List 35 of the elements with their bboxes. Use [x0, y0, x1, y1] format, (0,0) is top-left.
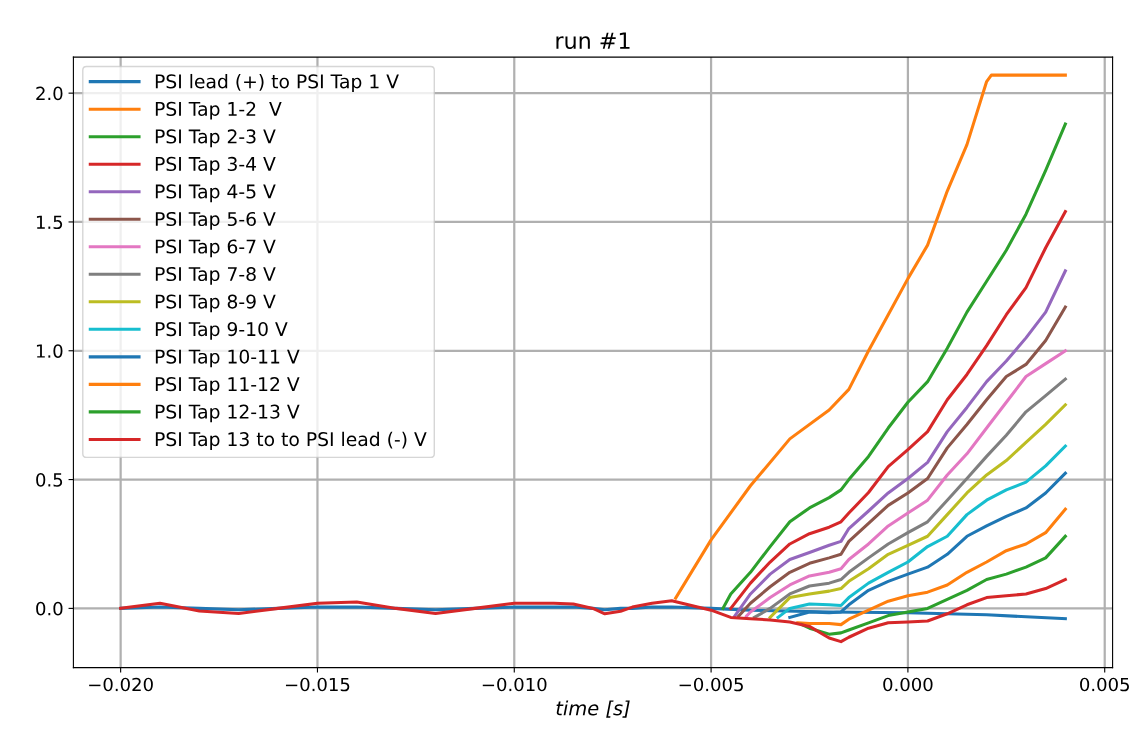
legend-label: PSI Tap 1-2 V	[155, 101, 282, 120]
legend-label: PSI Tap 2-3 V	[155, 129, 276, 148]
x-tick-label: −0.005	[679, 677, 743, 692]
y-tick-label: 2.0	[36, 86, 63, 101]
x-tick-label: 0.005	[1080, 677, 1129, 692]
y-tick-label: 0.0	[36, 601, 63, 616]
legend-label: PSI Tap 6-7 V	[155, 239, 276, 258]
legend-label: PSI lead (+) to PSI Tap 1 V	[155, 73, 399, 93]
legend-label: PSI Tap 13 to to PSI lead (-) V	[155, 431, 427, 450]
x-tick-label: −0.010	[482, 677, 547, 692]
line-series	[768, 403, 1067, 619]
legend-label: PSI Tap 4-5 V	[155, 184, 276, 203]
legend-label: PSI Tap 7-8 V	[155, 266, 276, 285]
line-series	[721, 122, 1067, 610]
x-tick-label: −0.020	[89, 677, 153, 692]
legend-label: PSI Tap 8-9 V	[155, 294, 276, 313]
x-axis-title: time [s]	[556, 700, 630, 718]
chart-title: run #1	[556, 32, 630, 50]
legend-label: PSI Tap 9-10 V	[155, 321, 288, 340]
line-series	[800, 534, 1067, 636]
legend-label: PSI Tap 12-13 V	[155, 404, 300, 423]
legend-label: PSI Tap 5-6 V	[155, 211, 276, 230]
x-tick-label: −0.015	[285, 677, 350, 692]
x-tick-label: 0.000	[883, 677, 933, 692]
y-tick-label: 1.5	[36, 215, 63, 230]
line-series	[674, 73, 1067, 600]
legend-label: PSI Tap 11-12 V	[155, 377, 300, 395]
legend-label: PSI Tap 10-11 V	[155, 349, 300, 368]
y-tick-label: 1.0	[36, 344, 63, 358]
line-series	[119, 578, 1067, 644]
legend-label: PSI Tap 3-4 V	[155, 156, 276, 175]
line-series	[776, 444, 1067, 619]
line-series	[729, 210, 1067, 610]
y-tick-label: 0.5	[36, 473, 63, 487]
line-series	[796, 507, 1067, 627]
